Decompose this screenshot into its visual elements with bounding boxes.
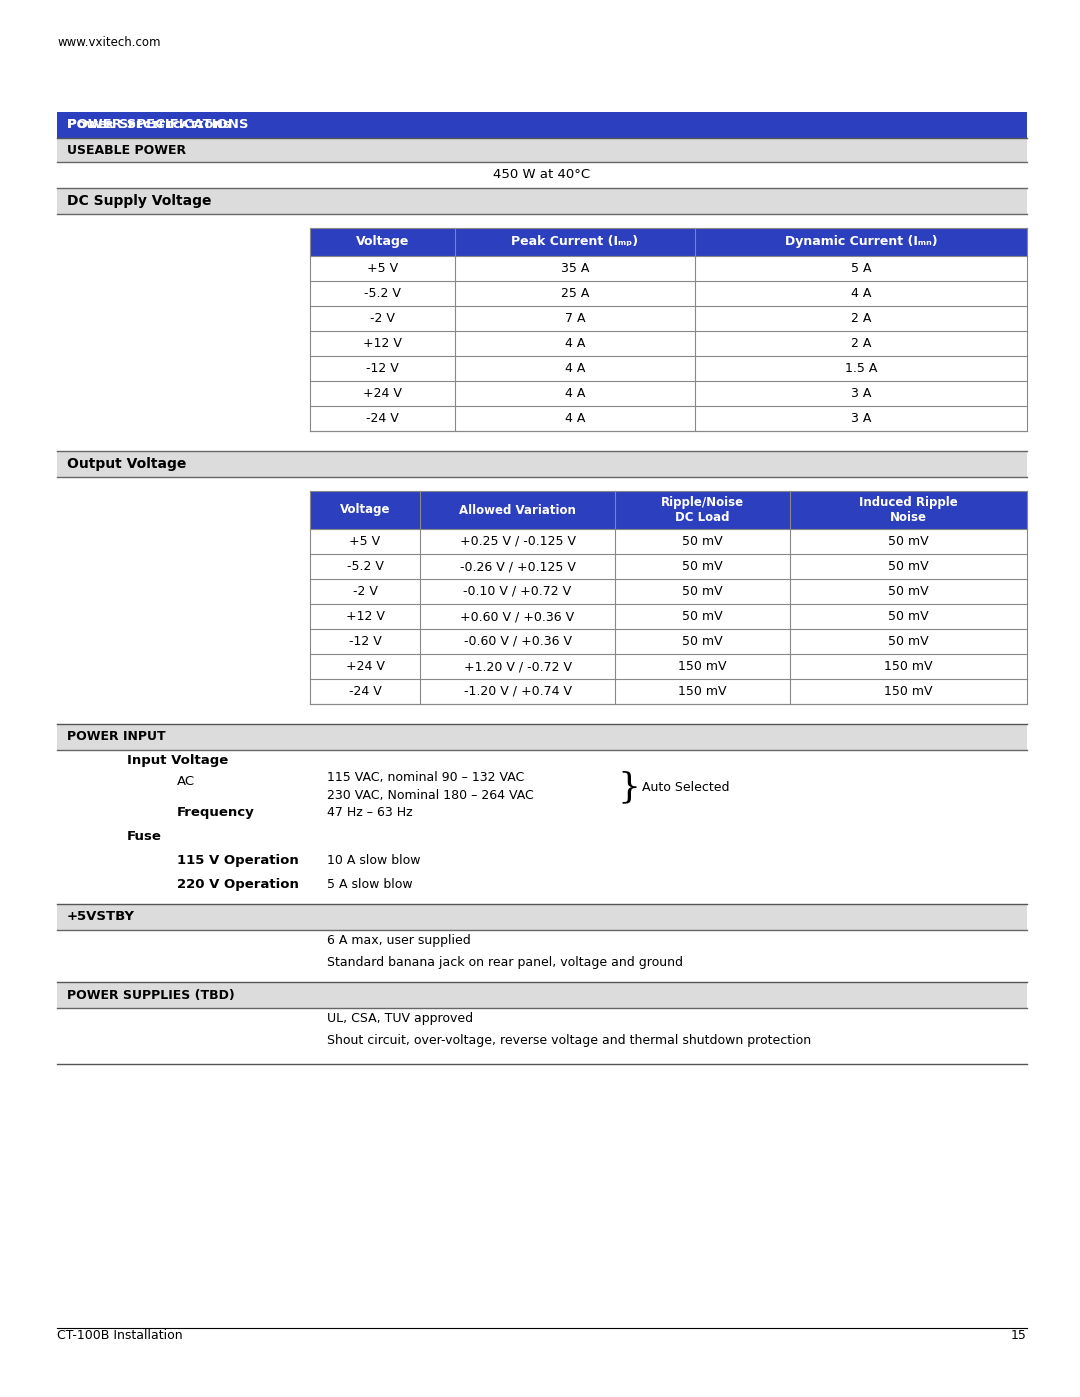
Text: Ripple/Noise
DC Load: Ripple/Noise DC Load: [661, 496, 744, 524]
Text: 50 mV: 50 mV: [888, 610, 929, 623]
Text: +0.60 V / +0.36 V: +0.60 V / +0.36 V: [460, 610, 575, 623]
Text: Voltage: Voltage: [355, 236, 409, 249]
Text: 50 mV: 50 mV: [683, 535, 723, 548]
Text: 230 VAC, Nominal 180 – 264 VAC: 230 VAC, Nominal 180 – 264 VAC: [327, 789, 534, 802]
Text: Standard banana jack on rear panel, voltage and ground: Standard banana jack on rear panel, volt…: [327, 957, 683, 970]
Text: 50 mV: 50 mV: [888, 585, 929, 598]
Text: POWER INPUT: POWER INPUT: [67, 731, 165, 743]
Bar: [310, 490, 1027, 529]
Text: }: }: [617, 770, 640, 805]
Text: 1.5 A: 1.5 A: [845, 362, 877, 374]
Text: Fuse: Fuse: [127, 830, 162, 844]
Text: 50 mV: 50 mV: [683, 585, 723, 598]
Text: 150 mV: 150 mV: [885, 659, 933, 673]
Text: 25 A: 25 A: [561, 286, 590, 300]
Bar: [57, 189, 1027, 214]
Text: Peak Current (Iₘₚ): Peak Current (Iₘₚ): [512, 236, 638, 249]
Text: 3 A: 3 A: [851, 412, 872, 425]
Text: 4 A: 4 A: [851, 286, 872, 300]
Text: 5 A slow blow: 5 A slow blow: [327, 879, 413, 891]
Text: -0.10 V / +0.72 V: -0.10 V / +0.72 V: [463, 585, 571, 598]
Text: -0.60 V / +0.36 V: -0.60 V / +0.36 V: [463, 636, 571, 648]
Text: 450 W at 40°C: 450 W at 40°C: [494, 169, 591, 182]
Text: +1.20 V / -0.72 V: +1.20 V / -0.72 V: [463, 659, 571, 673]
Text: 150 mV: 150 mV: [885, 685, 933, 698]
Text: 50 mV: 50 mV: [888, 636, 929, 648]
Text: Induced Ripple
Noise: Induced Ripple Noise: [859, 496, 958, 524]
Text: +5VSTBY: +5VSTBY: [67, 911, 135, 923]
Text: -24 V: -24 V: [349, 685, 381, 698]
Text: -12 V: -12 V: [349, 636, 381, 648]
Bar: [57, 451, 1027, 476]
Text: POWER SPECIFICATIONS: POWER SPECIFICATIONS: [67, 119, 248, 131]
Text: Allowed Variation: Allowed Variation: [459, 503, 576, 517]
Text: 6 A max, user supplied: 6 A max, user supplied: [327, 935, 471, 947]
Text: -24 V: -24 V: [366, 412, 399, 425]
Text: +12 V: +12 V: [346, 610, 384, 623]
Text: 5 A: 5 A: [851, 263, 872, 275]
Text: 115 VAC, nominal 90 – 132 VAC: 115 VAC, nominal 90 – 132 VAC: [327, 771, 524, 784]
Text: 4 A: 4 A: [565, 337, 585, 351]
Bar: [310, 228, 1027, 256]
Text: +5 V: +5 V: [367, 263, 399, 275]
Text: CT-100B Installation: CT-100B Installation: [57, 1329, 183, 1343]
Text: DC Supply Voltage: DC Supply Voltage: [67, 194, 212, 208]
Text: +5 V: +5 V: [350, 535, 380, 548]
Text: 15: 15: [1011, 1329, 1027, 1343]
Text: Shout circuit, over-voltage, reverse voltage and thermal shutdown protection: Shout circuit, over-voltage, reverse vol…: [327, 1034, 811, 1048]
Text: 50 mV: 50 mV: [683, 610, 723, 623]
Text: 150 mV: 150 mV: [678, 659, 727, 673]
Text: Pᴏᴡᴇʀ Sᴘᴇᴄɪғɪᴄᴀᴛɪᴏɴѕ: Pᴏᴡᴇʀ Sᴘᴇᴄɪғɪᴄᴀᴛɪᴏɴѕ: [67, 119, 231, 131]
Bar: [57, 138, 1027, 162]
Text: Voltage: Voltage: [340, 503, 390, 517]
Text: Dynamic Current (Iₘₙ): Dynamic Current (Iₘₙ): [785, 236, 937, 249]
Text: 47 Hz – 63 Hz: 47 Hz – 63 Hz: [327, 806, 413, 819]
Text: -5.2 V: -5.2 V: [364, 286, 401, 300]
Text: 50 mV: 50 mV: [888, 535, 929, 548]
Text: +24 V: +24 V: [363, 387, 402, 400]
Text: www.vxitech.com: www.vxitech.com: [57, 35, 161, 49]
Text: -1.20 V / +0.74 V: -1.20 V / +0.74 V: [463, 685, 571, 698]
Text: -2 V: -2 V: [352, 585, 377, 598]
Text: 50 mV: 50 mV: [683, 636, 723, 648]
Text: -5.2 V: -5.2 V: [347, 560, 383, 573]
Text: Output Voltage: Output Voltage: [67, 457, 187, 471]
Text: +0.25 V / -0.125 V: +0.25 V / -0.125 V: [459, 535, 576, 548]
Text: 115 V Operation: 115 V Operation: [177, 855, 299, 868]
Text: 2 A: 2 A: [851, 312, 872, 326]
Text: -12 V: -12 V: [366, 362, 399, 374]
Text: Input Voltage: Input Voltage: [127, 754, 228, 767]
Text: UL, CSA, TUV approved: UL, CSA, TUV approved: [327, 1013, 473, 1025]
Bar: [57, 982, 1027, 1009]
Text: 50 mV: 50 mV: [683, 560, 723, 573]
Text: 4 A: 4 A: [565, 412, 585, 425]
Text: +12 V: +12 V: [363, 337, 402, 351]
Text: 4 A: 4 A: [565, 387, 585, 400]
Text: Frequency: Frequency: [177, 806, 255, 819]
Text: 10 A slow blow: 10 A slow blow: [327, 855, 420, 868]
Text: 35 A: 35 A: [561, 263, 590, 275]
Bar: [57, 112, 1027, 138]
Text: 3 A: 3 A: [851, 387, 872, 400]
Bar: [57, 904, 1027, 930]
Text: 220 V Operation: 220 V Operation: [177, 879, 299, 891]
Text: 150 mV: 150 mV: [678, 685, 727, 698]
Text: +24 V: +24 V: [346, 659, 384, 673]
Text: 4 A: 4 A: [565, 362, 585, 374]
Text: USEABLE POWER: USEABLE POWER: [67, 144, 186, 156]
Text: 7 A: 7 A: [565, 312, 585, 326]
Text: -0.26 V / +0.125 V: -0.26 V / +0.125 V: [460, 560, 576, 573]
Text: POWER SUPPLIES (TBD): POWER SUPPLIES (TBD): [67, 989, 234, 1002]
Text: AC: AC: [177, 775, 195, 788]
Text: -2 V: -2 V: [370, 312, 395, 326]
Text: Auto Selected: Auto Selected: [642, 781, 729, 793]
Bar: [57, 724, 1027, 750]
Text: 50 mV: 50 mV: [888, 560, 929, 573]
Text: 2 A: 2 A: [851, 337, 872, 351]
